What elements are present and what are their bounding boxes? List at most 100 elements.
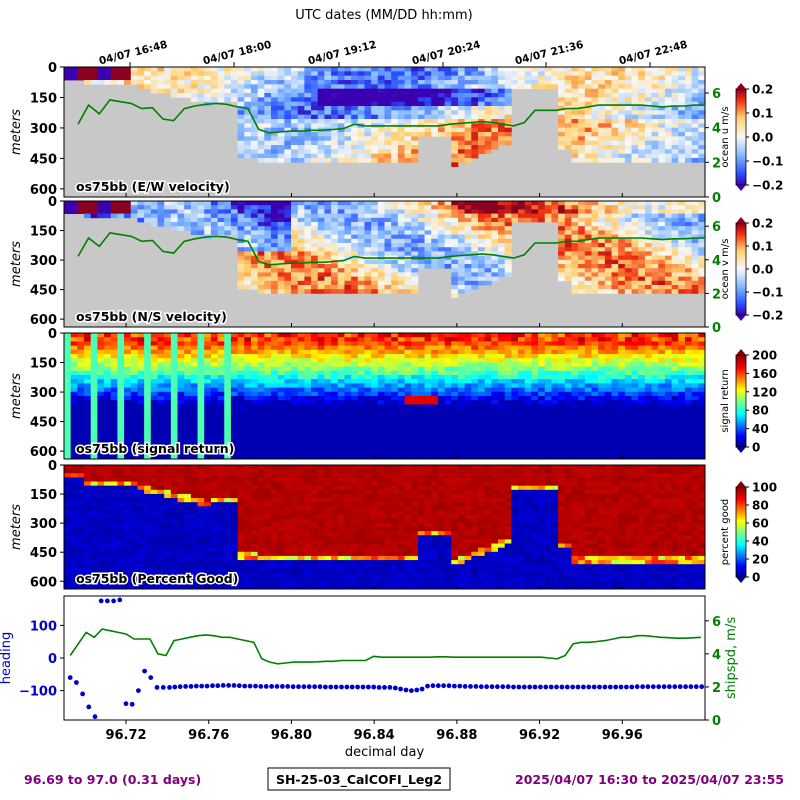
- heatmap-cell: [371, 375, 379, 380]
- heatmap-cell: [164, 421, 172, 426]
- heatmap-cell: [511, 205, 519, 210]
- heatmap-cell: [471, 268, 479, 273]
- heatmap-cell: [284, 71, 292, 77]
- heatmap-cell: [270, 255, 279, 261]
- heatmap-cell: [464, 251, 472, 256]
- heatmap-cell: [651, 280, 659, 286]
- heatmap-cell: [90, 67, 98, 72]
- heatmap-cell: [698, 234, 706, 240]
- heatmap-cell: [658, 119, 666, 124]
- heatmap-cell: [297, 272, 305, 277]
- heatmap-cell: [124, 396, 132, 401]
- heatmap-cell: [471, 226, 479, 231]
- heatmap-cell: [644, 268, 652, 273]
- heatmap-cell: [371, 358, 379, 363]
- heatmap-cell: [397, 209, 405, 214]
- heatmap-cell: [331, 285, 339, 290]
- heatmap-cell: [598, 110, 606, 116]
- heatmap-cell: [110, 387, 118, 393]
- heatmap-cell: [250, 429, 259, 435]
- heatmap-cell: [237, 366, 245, 372]
- heatmap-cell: [371, 213, 379, 219]
- heatmap-cell: [431, 213, 439, 219]
- heatmap-cell: [391, 354, 399, 359]
- heatmap-cell: [77, 387, 85, 393]
- heatmap-cell: [417, 230, 425, 235]
- heatmap-cell: [297, 153, 305, 159]
- heatmap-cell: [424, 370, 432, 376]
- heatmap-cell: [110, 383, 118, 388]
- heatmap-cell: [170, 88, 178, 94]
- heatmap-cell: [270, 230, 279, 235]
- heatmap-cell: [444, 425, 452, 430]
- heatmap-cell: [311, 285, 319, 290]
- heatmap-cell: [404, 226, 412, 231]
- heatmap-cell: [658, 67, 666, 72]
- heatmap-cell: [357, 421, 365, 426]
- heatmap-cell: [391, 264, 399, 269]
- heatmap-cell: [311, 243, 319, 248]
- heatmap-cell: [444, 366, 452, 372]
- heatmap-cell: [270, 366, 279, 372]
- heatmap-cell: [611, 123, 619, 129]
- heatmap-cell: [638, 230, 646, 235]
- heatmap-cell: [678, 75, 686, 81]
- heatmap-cell: [444, 247, 452, 252]
- heatmap-cell: [471, 280, 479, 286]
- heatmap-cell: [471, 106, 479, 111]
- heatmap-cell: [638, 127, 646, 133]
- heatmap-cell: [584, 243, 592, 248]
- heatmap-cell: [671, 272, 679, 277]
- heatmap-cell: [671, 209, 679, 214]
- heatmap-cell: [344, 280, 352, 286]
- heatmap-cell: [391, 226, 399, 231]
- heatmap-cell: [631, 97, 639, 103]
- heatmap-cell: [564, 97, 572, 103]
- heatmap-cell: [417, 454, 425, 460]
- heatmap-cell: [424, 67, 432, 72]
- heatmap-cell: [351, 349, 359, 355]
- heatmap-cell: [344, 354, 352, 359]
- heatmap-cell: [691, 268, 699, 273]
- heatmap-cell: [64, 358, 72, 363]
- heatmap-cell: [364, 201, 372, 206]
- heatmap-cell: [150, 217, 158, 223]
- heatmap-cell: [344, 145, 352, 150]
- heatmap-cell: [477, 226, 486, 231]
- heatmap-cell: [337, 391, 345, 397]
- heatmap-cell: [250, 234, 259, 240]
- heatmap-cell: [371, 127, 379, 133]
- heatmap-cell: [377, 454, 385, 460]
- heatmap-cell: [437, 230, 445, 235]
- heatmap-cell: [170, 425, 178, 430]
- heatmap-cell: [357, 438, 365, 443]
- heatmap-cell: [431, 84, 439, 90]
- heatmap-cell: [411, 375, 419, 380]
- heatmap-cell: [344, 88, 352, 94]
- heatmap-cell: [337, 358, 345, 363]
- heatmap-cell: [384, 433, 392, 439]
- heatmap-cell: [210, 341, 218, 346]
- heatmap-cell: [618, 75, 626, 81]
- heatmap-cell: [431, 425, 439, 430]
- heatmap-cell: [184, 412, 192, 418]
- heatmap-cell: [564, 255, 572, 261]
- heatmap-cell: [384, 217, 392, 223]
- heatmap-cell: [444, 259, 452, 265]
- heatmap-cell: [404, 400, 412, 405]
- heatmap-cell: [164, 438, 172, 443]
- heatmap-cell: [117, 345, 125, 351]
- heatmap-cell: [70, 408, 78, 414]
- heatmap-cell: [317, 289, 325, 294]
- heatmap-cell: [224, 417, 232, 422]
- heatmap-cell: [371, 404, 379, 409]
- heatmap-cell: [371, 421, 379, 426]
- heatmap-cell: [691, 127, 699, 133]
- heatmap-cell: [377, 114, 385, 120]
- heatmap-cell: [284, 354, 292, 359]
- heatmap-cell: [698, 268, 706, 273]
- heatmap-cell: [257, 84, 265, 90]
- heatmap-cell: [124, 446, 132, 451]
- heatmap-cell: [411, 289, 419, 294]
- heatmap-cell: [598, 84, 606, 90]
